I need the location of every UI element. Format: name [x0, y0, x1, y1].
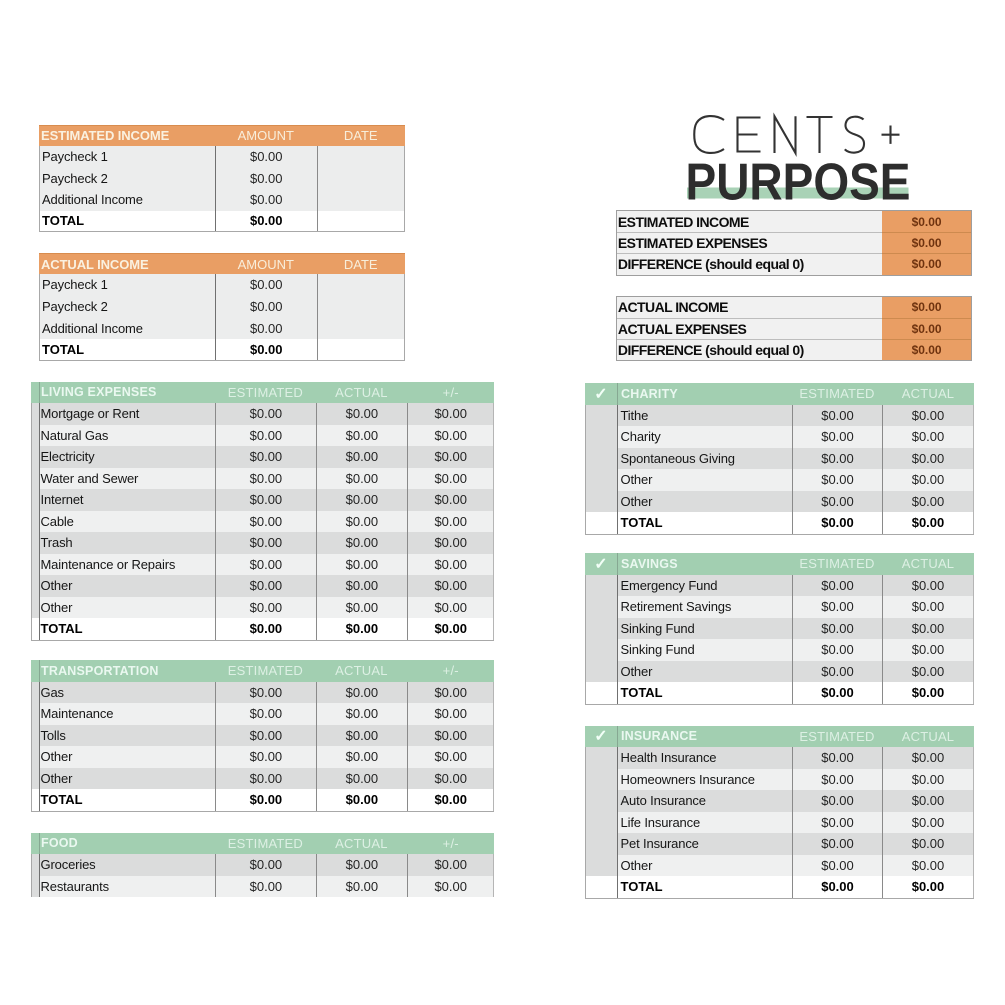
- svg-text:PURPOSE: PURPOSE: [686, 154, 911, 211]
